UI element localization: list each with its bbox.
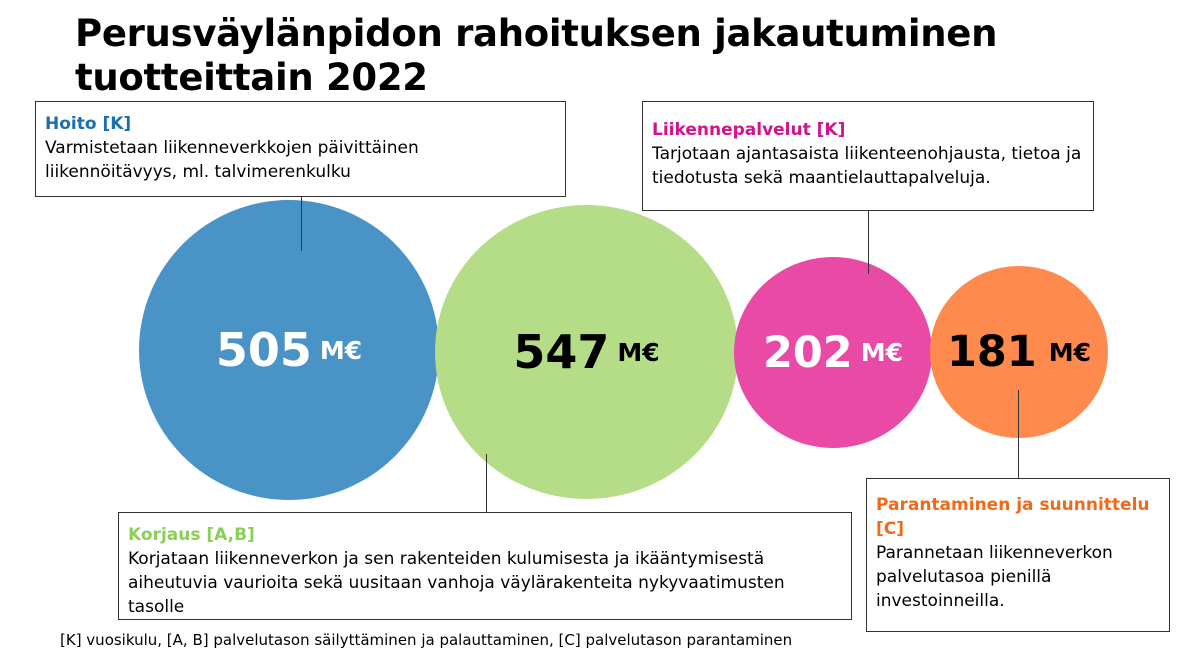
liikennepalvelut-connector xyxy=(868,211,869,274)
parantaminen-connector xyxy=(1018,390,1019,478)
korjaus-unit: M€ xyxy=(617,337,660,367)
parantaminen-description: Parannetaan liikenneverkon palvelutasoa … xyxy=(876,543,1113,611)
liikennepalvelut-circle: 202 M€ xyxy=(734,257,932,448)
parantaminen-heading: Parantaminen ja suunnittelu [C] xyxy=(876,495,1150,539)
hoito-description: Varmistetaan liikenneverkkojen päivittäi… xyxy=(45,138,419,182)
hoito-circle: 505 M€ xyxy=(139,200,439,500)
liikennepalvelut-callout: Liikennepalvelut [K] Tarjotaan ajantasai… xyxy=(642,101,1094,211)
hoito-callout: Hoito [K] Varmistetaan liikenneverkkojen… xyxy=(35,101,566,197)
korjaus-value: 547 xyxy=(513,325,610,379)
parantaminen-value: 181 xyxy=(946,327,1037,377)
hoito-unit: M€ xyxy=(319,335,363,365)
hoito-value: 505 xyxy=(215,323,312,377)
liikennepalvelut-unit: M€ xyxy=(860,338,904,367)
parantaminen-unit: M€ xyxy=(1048,337,1092,367)
liikennepalvelut-description: Tarjotaan ajantasaista liikenteenohjaust… xyxy=(652,144,1082,188)
korjaus-callout: Korjaus [A,B] Korjataan liikenneverkon j… xyxy=(118,512,852,620)
hoito-connector xyxy=(301,197,302,251)
korjaus-description: Korjataan liikenneverkon ja sen rakentei… xyxy=(128,549,785,617)
parantaminen-callout: Parantaminen ja suunnittelu [C] Parannet… xyxy=(866,478,1170,632)
parantaminen-circle: 181 M€ xyxy=(930,266,1108,438)
footnote: [K] vuosikulu, [A, B] palvelutason säily… xyxy=(60,631,793,649)
hoito-heading: Hoito [K] xyxy=(45,114,132,134)
liikennepalvelut-value: 202 xyxy=(762,327,853,378)
korjaus-circle: 547 M€ xyxy=(435,205,738,499)
korjaus-connector xyxy=(486,454,487,512)
korjaus-heading: Korjaus [A,B] xyxy=(128,525,255,545)
liikennepalvelut-heading: Liikennepalvelut [K] xyxy=(652,120,846,140)
page-title: Perusväylänpidon rahoituksen jakautumine… xyxy=(75,12,998,99)
